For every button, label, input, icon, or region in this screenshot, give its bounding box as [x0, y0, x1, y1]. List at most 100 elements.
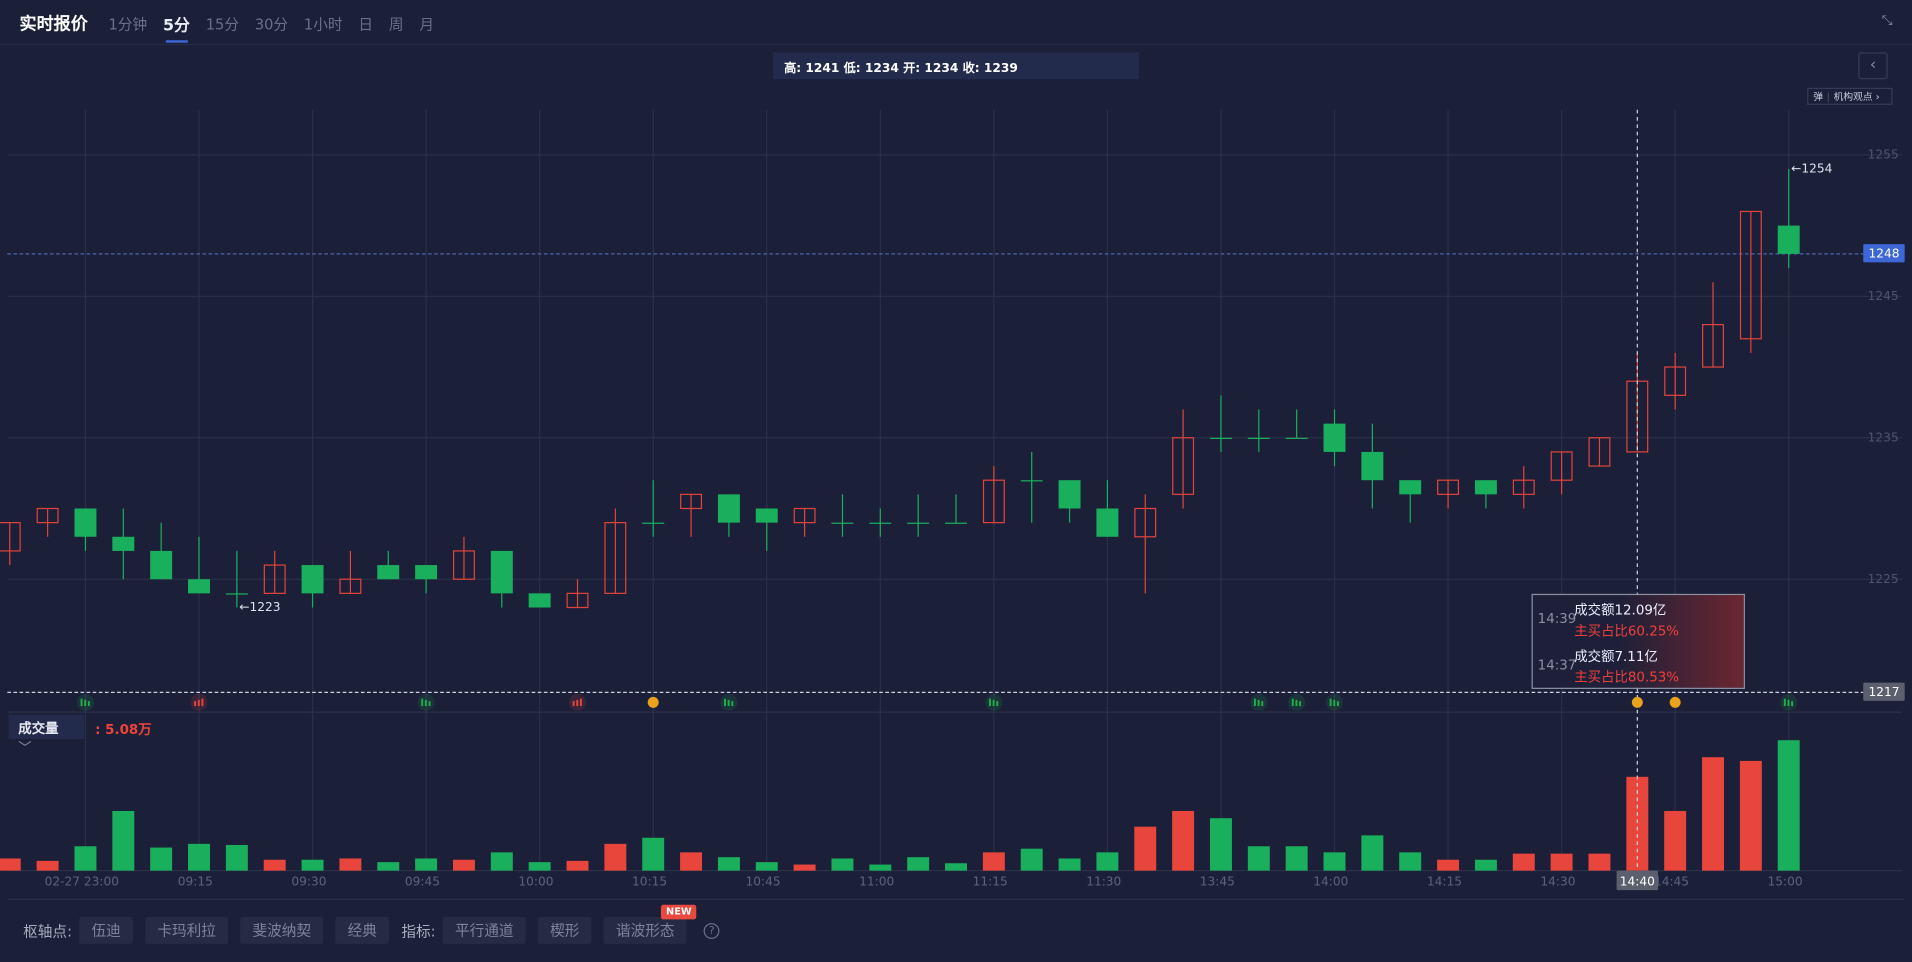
candle-body-up: [1739, 210, 1762, 340]
bars-marker-bar: [731, 701, 734, 707]
tooltip-amount: 成交额7.11亿: [1574, 648, 1658, 665]
volume-indicator-select[interactable]: 成交量 ﹀: [8, 714, 85, 756]
wedge-button[interactable]: 楔形: [537, 916, 592, 944]
candle-body-up: [1588, 437, 1611, 467]
chevron-left-icon[interactable]: ‹: [1858, 52, 1888, 80]
candle-body-down: [1247, 437, 1270, 439]
bars-marker-bar: [1791, 701, 1794, 707]
volume-bar: [528, 862, 551, 871]
tab-month[interactable]: 月: [419, 15, 435, 33]
coin-marker-icon: [647, 696, 659, 708]
y-tick-label: 1235: [1868, 430, 1899, 444]
candle-body-up: [566, 592, 589, 609]
candle-body-up: [793, 507, 816, 524]
pivot-fibonacci-button[interactable]: 斐波纳契: [240, 916, 324, 944]
coin-marker-icon: [1669, 696, 1681, 708]
bars-marker-bar: [1291, 698, 1294, 707]
volume-bar: [452, 859, 475, 871]
candle-body-down: [415, 565, 438, 580]
candle-body-up: [1512, 479, 1535, 495]
harmonic-label: 谐波形态: [616, 921, 675, 939]
candle-body-up: [604, 522, 627, 594]
x-tick-label: 09:30: [291, 874, 326, 888]
volume-select-label: 成交量: [18, 720, 59, 737]
candle-body-down: [1058, 480, 1081, 509]
bars-marker-bar: [1261, 701, 1264, 707]
divider: [7, 898, 1905, 900]
x-tick-label: 09:45: [405, 874, 440, 888]
volume-bar: [339, 858, 362, 871]
bars-marker-bar: [1253, 698, 1256, 707]
volume-bar: [717, 857, 740, 871]
volume-bar: [831, 858, 854, 871]
candle-body-up: [263, 564, 286, 594]
volume-bar: [1323, 852, 1346, 871]
tab-30min[interactable]: 30分: [254, 15, 289, 33]
bars-marker-bar: [421, 698, 424, 707]
candle-body-down: [188, 579, 210, 594]
trade-tooltip: 14:39 成交额12.09亿 主买占比60.25% 14:37 成交额7.11…: [1531, 593, 1745, 689]
volume-bar: [225, 844, 248, 871]
bars-marker-bar: [1299, 701, 1302, 707]
volume-bar: [263, 859, 286, 871]
volume-bar: [377, 862, 400, 871]
volume-bar: [1702, 757, 1724, 871]
volume-bar: [982, 852, 1005, 871]
candle-body-down: [945, 522, 967, 524]
new-badge: NEW: [661, 904, 697, 920]
tab-1min[interactable]: 1分钟: [108, 15, 148, 33]
tooltip-ratio: 主买占比60.25%: [1574, 623, 1680, 639]
ohlc-box: 高: 1241 低: 1234 开: 1234 收: 1239: [773, 52, 1139, 80]
parallel-channel-button[interactable]: 平行通道: [442, 916, 526, 944]
volume-bar: [642, 837, 665, 871]
institution-view-button[interactable]: 弹 | 机构观点 ›: [1807, 87, 1893, 105]
candle-body-up: [36, 507, 59, 524]
x-tick-label: 14:00: [1313, 874, 1348, 888]
x-tick-label: 14:45: [1654, 874, 1689, 888]
x-tick-label: 14:30: [1540, 874, 1575, 888]
y-tick-label: 1225: [1868, 572, 1899, 586]
institution-view-label: 机构观点 ›: [1833, 91, 1880, 103]
tab-15min[interactable]: 15分: [205, 15, 239, 33]
volume-bar: [415, 858, 438, 871]
bars-marker-bar: [727, 699, 730, 707]
volume-bar: [1058, 858, 1081, 871]
pivot-camarilla-button[interactable]: 卡玛利拉: [145, 916, 229, 944]
volume-bar: [1020, 848, 1043, 871]
header: 实时报价 1分钟 5分 15分 30分 1小时 日 周 月 ⤡: [0, 0, 1912, 46]
candle-body-up: [982, 479, 1005, 524]
interval-tabs: 1分钟 5分 15分 30分 1小时 日 周 月: [108, 12, 450, 43]
volume-bar: [1247, 846, 1270, 871]
volume-bar: [1437, 859, 1460, 871]
help-icon[interactable]: ?: [703, 922, 720, 939]
harmonic-pattern-button[interactable]: 谐波形态 NEW: [603, 904, 697, 944]
x-tick-label: 14:15: [1427, 874, 1462, 888]
shrink-icon[interactable]: ⤡: [1881, 12, 1893, 29]
tab-week[interactable]: 周: [388, 15, 404, 33]
bars-marker-bar: [197, 699, 200, 707]
x-tick-label: 02-27 23:00: [45, 874, 119, 888]
candle-body-up: [339, 578, 362, 594]
volume-bar: [1285, 846, 1308, 871]
volume-bar: [1550, 853, 1573, 871]
x-highlight-label: 14:40: [1620, 874, 1655, 888]
pivot-classic-button[interactable]: 经典: [335, 916, 390, 944]
candle-body-down: [869, 522, 892, 524]
x-tick-label: 15:00: [1767, 874, 1802, 888]
tab-day[interactable]: 日: [358, 15, 374, 33]
tab-5min[interactable]: 5分: [163, 12, 190, 43]
bars-marker-bar: [1257, 699, 1260, 707]
volume-bar: [755, 862, 778, 871]
bars-marker-bar: [576, 699, 579, 707]
candle-body-down: [1777, 225, 1800, 254]
bars-marker-bar: [194, 701, 197, 707]
x-tick-label: 11:30: [1086, 874, 1121, 888]
x-tick-label: 10:15: [632, 874, 667, 888]
candle-body-down: [907, 522, 930, 524]
pivot-woodie-button[interactable]: 伍迪: [79, 916, 133, 944]
tab-1hour[interactable]: 1小时: [303, 15, 343, 33]
volume-bar: [1664, 810, 1687, 871]
candle-body-down: [831, 522, 854, 524]
